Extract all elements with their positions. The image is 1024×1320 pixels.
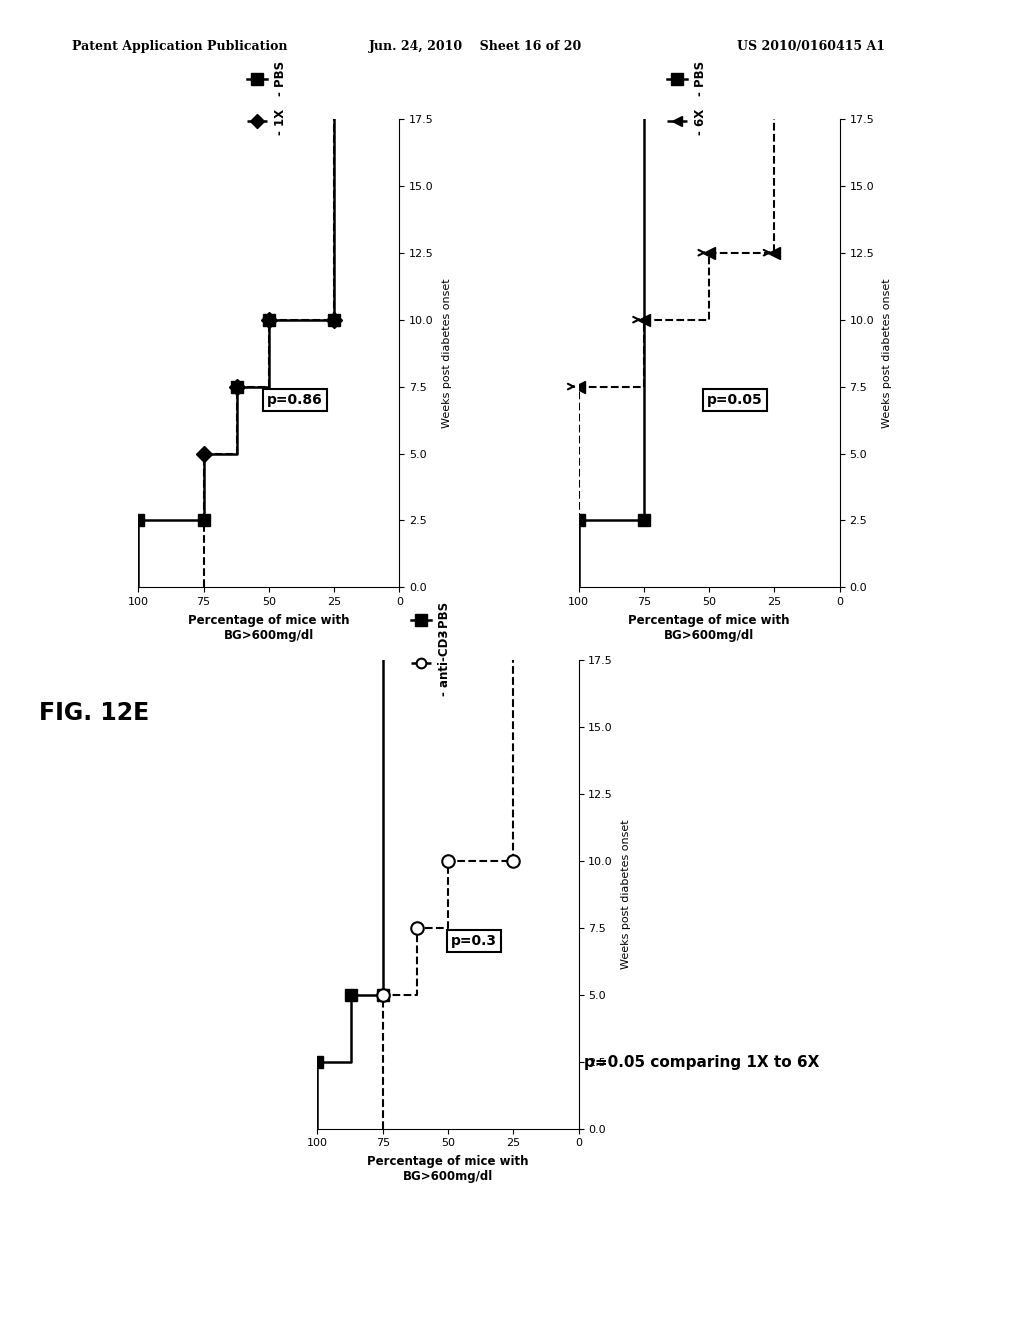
Text: US 2010/0160415 A1: US 2010/0160415 A1 — [737, 40, 886, 53]
Text: p=0.05 comparing 1X to 6X: p=0.05 comparing 1X to 6X — [584, 1055, 819, 1071]
Text: - anti-CD3: - anti-CD3 — [438, 630, 451, 696]
Text: - 6X: - 6X — [694, 108, 707, 135]
Text: p=0.86: p=0.86 — [267, 393, 323, 407]
Y-axis label: Weeks post diabetes onset: Weeks post diabetes onset — [883, 279, 893, 428]
Text: FIG. 12E: FIG. 12E — [39, 701, 150, 725]
Text: - PBS: - PBS — [273, 61, 287, 96]
X-axis label: Percentage of mice with
BG>600mg/dl: Percentage of mice with BG>600mg/dl — [368, 1155, 528, 1183]
Text: - PBS: - PBS — [438, 602, 451, 638]
Text: - 1X: - 1X — [273, 108, 287, 135]
Y-axis label: Weeks post diabetes onset: Weeks post diabetes onset — [442, 279, 453, 428]
Text: Jun. 24, 2010    Sheet 16 of 20: Jun. 24, 2010 Sheet 16 of 20 — [369, 40, 582, 53]
Y-axis label: Weeks post diabetes onset: Weeks post diabetes onset — [622, 820, 632, 969]
Text: - PBS: - PBS — [694, 61, 707, 96]
X-axis label: Percentage of mice with
BG>600mg/dl: Percentage of mice with BG>600mg/dl — [629, 614, 790, 642]
Text: Patent Application Publication: Patent Application Publication — [72, 40, 287, 53]
X-axis label: Percentage of mice with
BG>600mg/dl: Percentage of mice with BG>600mg/dl — [188, 614, 349, 642]
Text: p=0.3: p=0.3 — [452, 935, 497, 948]
Text: p=0.05: p=0.05 — [708, 393, 763, 407]
